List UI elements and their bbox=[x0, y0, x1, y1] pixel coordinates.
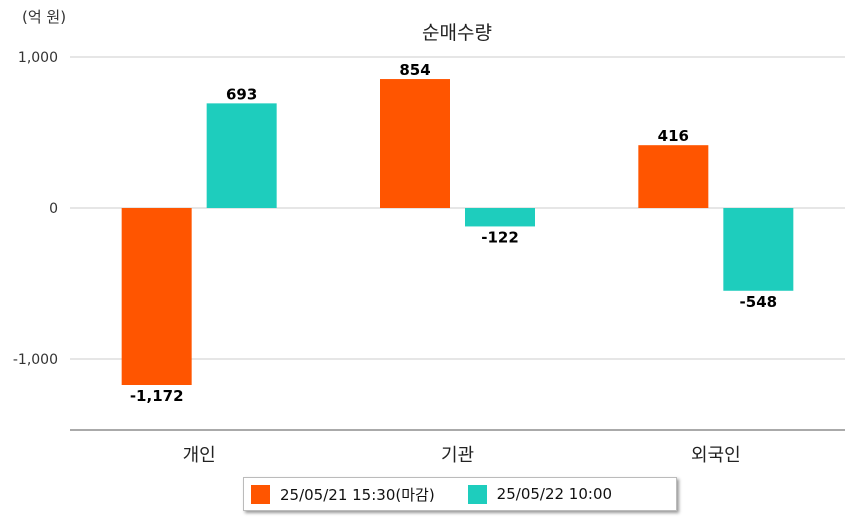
chart-title: 순매수량 bbox=[422, 22, 492, 44]
legend-item-series-2[interactable]: 25/05/22 10:00 bbox=[467, 484, 613, 504]
x-tick-label: 기관 bbox=[441, 445, 474, 466]
data-label: 854 bbox=[399, 61, 430, 79]
legend-swatch-series-1 bbox=[251, 484, 270, 504]
bar bbox=[380, 79, 450, 209]
y-tick-label: -1,000 bbox=[13, 352, 58, 368]
x-tick-label: 외국인 bbox=[691, 445, 741, 466]
bar bbox=[465, 208, 535, 227]
bar bbox=[121, 208, 192, 385]
legend-label-series-1: 25/05/21 15:30(마감) bbox=[280, 485, 435, 504]
y-tick-label: 1,000 bbox=[18, 50, 58, 66]
data-label: 416 bbox=[658, 127, 689, 145]
legend-label-series-2: 25/05/22 10:00 bbox=[496, 485, 613, 503]
data-label: -1,172 bbox=[130, 387, 184, 405]
x-tick-label: 개인 bbox=[183, 445, 216, 466]
legend-swatch-series-2 bbox=[467, 484, 487, 504]
data-label: -548 bbox=[740, 293, 778, 311]
legend: 25/05/21 15:30(마감) 25/05/22 10:00 bbox=[243, 477, 677, 511]
bar bbox=[206, 103, 277, 209]
legend-item-series-1[interactable]: 25/05/21 15:30(마감) bbox=[251, 484, 435, 505]
data-label: 693 bbox=[226, 85, 257, 103]
bar bbox=[638, 145, 709, 209]
bar bbox=[723, 208, 794, 291]
unit-label: (억 원) bbox=[22, 8, 67, 26]
data-label: -122 bbox=[481, 228, 519, 246]
y-tick-label: 0 bbox=[49, 201, 58, 217]
